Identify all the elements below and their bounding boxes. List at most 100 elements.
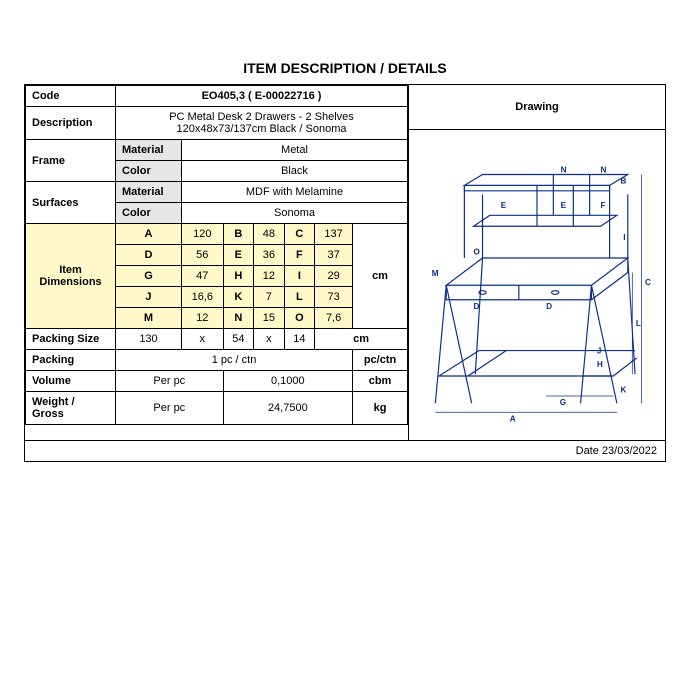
dim-A: A (116, 224, 182, 245)
svg-text:N: N (561, 166, 567, 175)
dim-F: F (284, 245, 315, 266)
dim-I-val: 29 (315, 266, 353, 287)
desk-drawing: C L I M A G K H J D D O F E E N N B (419, 140, 655, 430)
svg-text:H: H (597, 360, 603, 369)
ps-d2: 54 (223, 329, 254, 350)
value-description: PC Metal Desk 2 Drawers - 2 Shelves 120x… (116, 107, 408, 140)
svg-text:E: E (501, 201, 507, 210)
dim-H: H (223, 266, 254, 287)
row-date: Date 23/03/2022 (25, 441, 666, 462)
dim-L-val: 73 (315, 287, 353, 308)
dim-E-val: 36 (254, 245, 285, 266)
desc-line1: PC Metal Desk 2 Drawers - 2 Shelves (169, 111, 354, 123)
ps-x2: x (254, 329, 285, 350)
drawing-body: C L I M A G K H J D D O F E E N N B (409, 130, 665, 440)
dim-unit: cm (353, 224, 408, 329)
dim-I: I (284, 266, 315, 287)
svg-text:C: C (645, 278, 651, 287)
dim-F-val: 37 (315, 245, 353, 266)
svg-text:E: E (561, 201, 567, 210)
label-frame-material: Material (116, 140, 182, 161)
svg-text:J: J (597, 346, 602, 355)
drawing-panel: Drawing (409, 85, 665, 440)
svg-text:K: K (621, 385, 627, 394)
row-surf-material: Surfaces Material MDF with Melamine (26, 182, 408, 203)
ps-x1: x (181, 329, 223, 350)
svg-text:D: D (473, 302, 479, 311)
dim-J-val: 16,6 (181, 287, 223, 308)
packing-value: 1 pc / ctn (116, 350, 353, 371)
dim-E: E (223, 245, 254, 266)
label-description: Description (26, 107, 116, 140)
dim-C-val: 137 (315, 224, 353, 245)
dim-J: J (116, 287, 182, 308)
row-frame-material: Frame Material Metal (26, 140, 408, 161)
label-surfaces: Surfaces (26, 182, 116, 224)
dim-H-val: 12 (254, 266, 285, 287)
label-volume: Volume (26, 371, 116, 392)
spec-sheet: Code EO405,3 ( E-00022716 ) Description … (24, 84, 666, 441)
label-surf-color: Color (116, 203, 182, 224)
packing-unit: pc/ctn (353, 350, 408, 371)
dim-D: D (116, 245, 182, 266)
label-frame: Frame (26, 140, 116, 182)
desc-line2: 120x48x73/137cm Black / Sonoma (177, 123, 347, 135)
svg-text:O: O (473, 247, 479, 256)
label-dimensions: Item Dimensions (26, 224, 116, 329)
svg-text:F: F (601, 201, 606, 210)
svg-text:A: A (510, 414, 516, 423)
label-weight: Weight / Gross (26, 392, 116, 425)
row-packing-size: Packing Size 130 x 54 x 14 cm (26, 329, 408, 350)
ps-d1: 130 (116, 329, 182, 350)
value-surf-color: Sonoma (181, 203, 407, 224)
value-surf-material: MDF with Melamine (181, 182, 407, 203)
volume-unit: cbm (353, 371, 408, 392)
row-description: Description PC Metal Desk 2 Drawers - 2 … (26, 107, 408, 140)
weight-unit: kg (353, 392, 408, 425)
volume-per: Per pc (116, 371, 224, 392)
label-surf-material: Material (116, 182, 182, 203)
svg-text:M: M (432, 269, 439, 278)
svg-text:B: B (621, 177, 627, 186)
label-code: Code (26, 86, 116, 107)
date-label: Date (576, 445, 599, 457)
volume-value: 0,1000 (223, 371, 352, 392)
dim-O-val: 7,6 (315, 308, 353, 329)
svg-text:L: L (636, 319, 641, 328)
label-packing: Packing (26, 350, 116, 371)
date-value: 23/03/2022 (602, 445, 657, 457)
dim-M: M (116, 308, 182, 329)
dim-N-val: 15 (254, 308, 285, 329)
dim-O: O (284, 308, 315, 329)
date-cell: Date 23/03/2022 (25, 441, 666, 462)
weight-value: 24,7500 (223, 392, 352, 425)
dim-L: L (284, 287, 315, 308)
label-frame-color: Color (116, 161, 182, 182)
ps-unit: cm (315, 329, 408, 350)
label-packing-size: Packing Size (26, 329, 116, 350)
value-frame-color: Black (181, 161, 407, 182)
row-weight: Weight / Gross Per pc 24,7500 kg (26, 392, 408, 425)
row-volume: Volume Per pc 0,1000 cbm (26, 371, 408, 392)
spec-table-panel: Code EO405,3 ( E-00022716 ) Description … (25, 85, 409, 440)
row-code: Code EO405,3 ( E-00022716 ) (26, 86, 408, 107)
dim-row-0: Item Dimensions A 120 B 48 C 137 cm (26, 224, 408, 245)
dim-B-val: 48 (254, 224, 285, 245)
spec-table: Code EO405,3 ( E-00022716 ) Description … (25, 85, 408, 425)
dim-N: N (223, 308, 254, 329)
dim-D-val: 56 (181, 245, 223, 266)
dim-G-val: 47 (181, 266, 223, 287)
dim-A-val: 120 (181, 224, 223, 245)
svg-text:G: G (560, 398, 566, 407)
ps-d3: 14 (284, 329, 315, 350)
date-row-table: Date 23/03/2022 (24, 441, 666, 462)
dim-G: G (116, 266, 182, 287)
drawing-label: Drawing (409, 85, 665, 130)
svg-text:N: N (601, 166, 607, 175)
dim-M-val: 12 (181, 308, 223, 329)
value-code: EO405,3 ( E-00022716 ) (116, 86, 408, 107)
value-frame-material: Metal (181, 140, 407, 161)
svg-text:D: D (546, 302, 552, 311)
page-title: ITEM DESCRIPTION / DETAILS (24, 60, 666, 76)
dim-K: K (223, 287, 254, 308)
